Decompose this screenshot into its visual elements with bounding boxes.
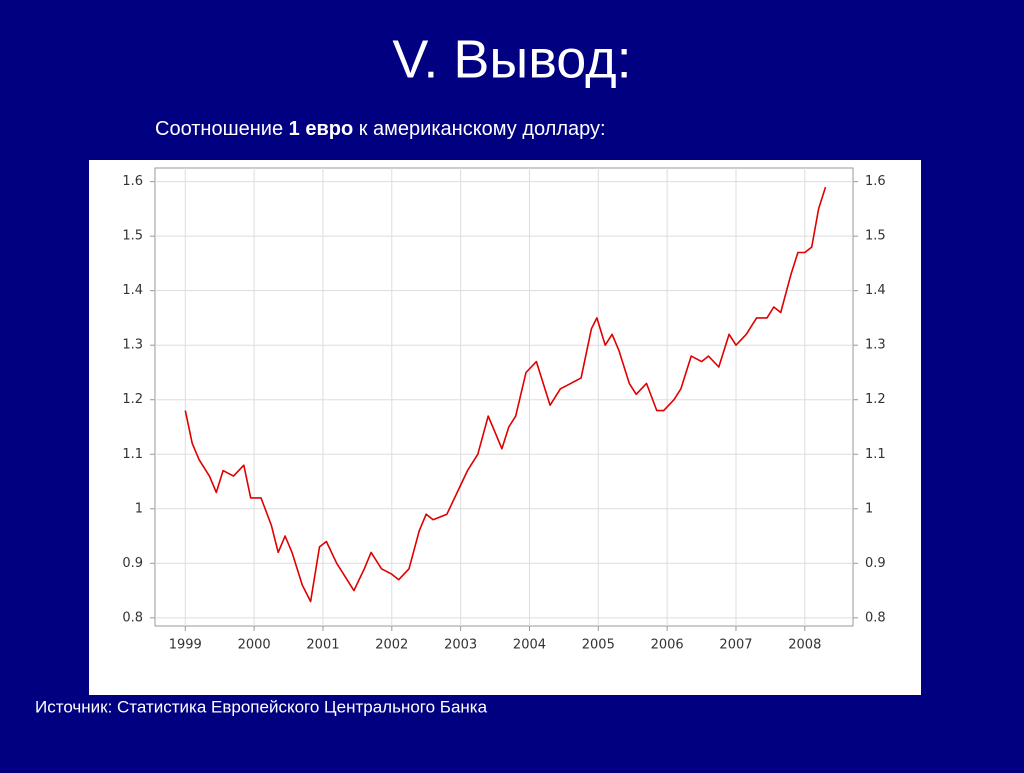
y2-tick-label: 1.6 [865, 174, 886, 189]
y2-tick-label: 1.2 [865, 392, 886, 407]
slide-title: V. Вывод: [392, 29, 631, 89]
data-line [184, 186, 827, 603]
plot-frame [154, 167, 854, 627]
subtitle: Соотношение 1 евро к американскому долла… [155, 118, 606, 140]
x-tick-label: 2002 [375, 638, 408, 653]
y-tick-label: 1 [135, 501, 143, 516]
y2-tick-label: 0.8 [865, 610, 886, 625]
y-tick-label: 1.3 [122, 338, 143, 353]
y-tick-label: 1.4 [122, 283, 143, 298]
x-tick-label: 1999 [169, 638, 202, 653]
subtitle-bold: 1 евро [289, 118, 354, 140]
y2-tick-label: 1.3 [865, 338, 886, 353]
y2-tick-label: 1.4 [865, 283, 886, 298]
x-tick-label: 2005 [582, 638, 615, 653]
y2-tick-label: 0.9 [865, 556, 886, 571]
x-tick-label: 2007 [719, 638, 752, 653]
y-tick-label: 1.2 [122, 392, 143, 407]
source-note: Источник: Статистика Европейского Центра… [35, 697, 488, 716]
x-tick-label: 2006 [651, 638, 684, 653]
x-tick-label: 2004 [513, 638, 546, 653]
x-tick-label: 2003 [444, 638, 477, 653]
x-tick-label: 2001 [306, 638, 339, 653]
y-tick-label: 1.6 [122, 174, 143, 189]
x-tick-label: 2000 [238, 638, 271, 653]
y-tick-label: 1.5 [122, 229, 143, 244]
y-tick-label: 0.9 [122, 556, 143, 571]
chart-background [89, 160, 921, 695]
subtitle-part: к американскому доллару: [353, 118, 605, 140]
y2-tick-label: 1.1 [865, 447, 886, 462]
x-tick-label: 2008 [788, 638, 821, 653]
y2-tick-label: 1.5 [865, 229, 886, 244]
subtitle-part: Соотношение [155, 118, 289, 140]
y-tick-label: 0.8 [122, 610, 143, 625]
y2-tick-label: 1 [865, 501, 873, 516]
y-tick-label: 1.1 [122, 447, 143, 462]
